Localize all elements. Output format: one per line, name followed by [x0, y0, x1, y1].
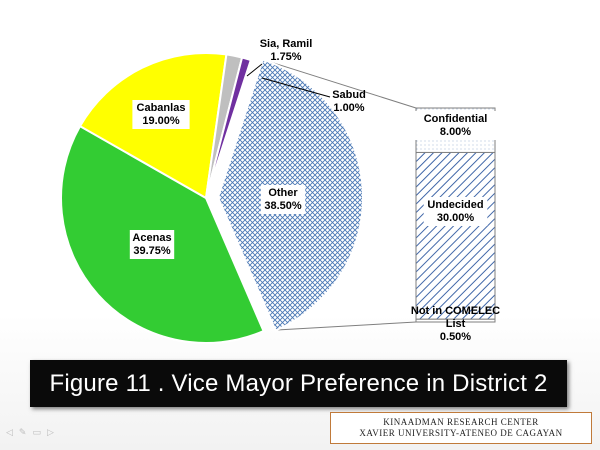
leader-sabud — [261, 77, 331, 98]
leader-sia-ramil — [246, 63, 263, 77]
connector-top — [263, 59, 417, 109]
label-not-in-comelec-list-value: 0.50% — [440, 331, 471, 343]
label-sabud-value: 1.00% — [333, 102, 364, 114]
label-sabud-name: Sabud — [332, 89, 366, 101]
label-not-in-comelec-list-name: Not in COMELEC — [411, 305, 500, 317]
breakdown-segment-not-in-comelec-list — [415, 318, 496, 323]
pie-slice-sabud — [205, 56, 253, 199]
label-confidential-bg — [414, 111, 497, 140]
next-icon[interactable]: ▷ — [46, 428, 54, 438]
figure-caption-text: Figure 11 . Vice Mayor Preference in Dis… — [49, 369, 548, 397]
breakdown-segment-undecided — [415, 151, 496, 320]
label-undecided-name: Undecided — [427, 199, 483, 211]
figure-caption: Figure 11 . Vice Mayor Preference in Dis… — [30, 360, 567, 407]
label-cabanlas-bg — [132, 100, 190, 129]
menu-icon[interactable]: ▭ — [32, 428, 41, 438]
pie-slices — [60, 52, 364, 344]
label-cabanlas-name: Cabanlas — [137, 102, 186, 114]
label-other-name: Other — [268, 187, 298, 199]
credit-box: KINAADMAN RESEARCH CENTER XAVIER UNIVERS… — [330, 412, 592, 444]
connector-bottom — [276, 321, 417, 331]
label-acenas-bg — [129, 230, 175, 259]
label-acenas-value: 39.75% — [133, 245, 171, 257]
pen-icon[interactable]: ✎ — [18, 428, 27, 438]
label-cabanlas-value: 19.00% — [142, 115, 180, 127]
label-other-value: 38.50% — [264, 200, 302, 212]
label-confidential-value: 8.00% — [440, 126, 471, 138]
label-sia-ramil-value: 1.75% — [270, 51, 301, 63]
label-acenas-name: Acenas — [132, 232, 171, 244]
prev-icon[interactable]: ◁ — [6, 428, 13, 438]
label-other-bg — [260, 185, 306, 214]
label-undecided-bg — [423, 197, 488, 226]
slide-controls: ◁ ✎ ▭ ▷ — [6, 428, 54, 438]
breakdown-connectors — [263, 59, 417, 331]
label-undecided-value: 30.00% — [437, 212, 475, 224]
credit-line-2: XAVIER UNIVERSITY-ATENEO DE CAGAYAN — [359, 428, 563, 438]
label-not-in-comelec-list-name: List — [446, 318, 466, 330]
credit-line-1: KINAADMAN RESEARCH CENTER — [383, 417, 539, 427]
label-confidential-name: Confidential — [424, 113, 488, 125]
label-sia-ramil-name: Sia, Ramil — [260, 38, 313, 50]
